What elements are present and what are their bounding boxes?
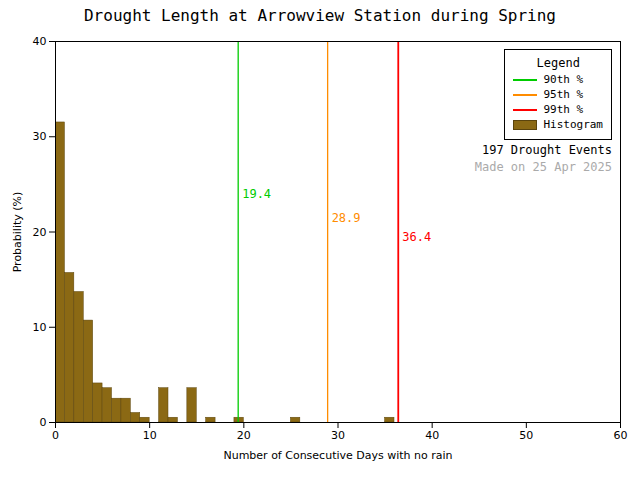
- html-text:Legend: Legend: [536, 56, 580, 70]
- svg-text:Number of Consecutive Days wit: Number of Consecutive Days with no rain: [223, 449, 452, 462]
- svg-text:28.9: 28.9: [332, 211, 361, 225]
- html-text:Made on 25 Apr 2025: Made on 25 Apr 2025: [474, 160, 612, 174]
- svg-text:60: 60: [614, 429, 628, 442]
- html-text:99th %: 99th %: [543, 103, 584, 116]
- svg-text:40: 40: [425, 429, 439, 442]
- svg-text:20: 20: [237, 429, 251, 442]
- svg-text:30: 30: [331, 429, 345, 442]
- svg-text:10: 10: [33, 321, 47, 334]
- svg-text:40: 40: [33, 35, 47, 48]
- svg-text:30: 30: [33, 130, 47, 143]
- svg-text:19.4: 19.4: [242, 187, 271, 201]
- svg-text:20: 20: [33, 226, 47, 239]
- svg-text:0: 0: [40, 416, 47, 429]
- svg-text:36.4: 36.4: [402, 230, 431, 244]
- html-text:Histogram: Histogram: [543, 118, 603, 131]
- html-text:Drought Length at Arrowview St: Drought Length at Arrowview Station duri…: [84, 6, 556, 25]
- html-text:95th %: 95th %: [543, 88, 584, 101]
- svg-text:0: 0: [52, 429, 59, 442]
- svg-text:10: 10: [143, 429, 157, 442]
- html-text:197 Drought Events: 197 Drought Events: [482, 143, 612, 157]
- svg-text:50: 50: [519, 429, 533, 442]
- html-text:90th %: 90th %: [543, 73, 584, 86]
- svg-text:Probability (%): Probability (%): [11, 192, 24, 273]
